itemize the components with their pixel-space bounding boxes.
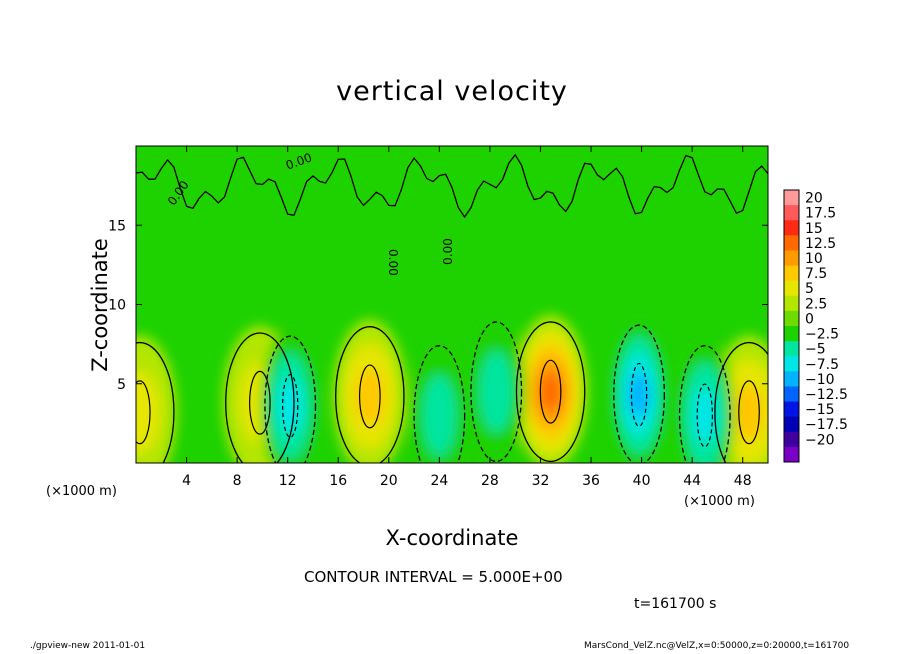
colorbar-swatch-13 (784, 386, 799, 403)
x-tick-label-5: 24 (430, 473, 448, 489)
colorbar-label-15: −17.5 (805, 417, 848, 433)
y-ticks: 5 10 15 (108, 218, 768, 393)
contour-inner-3 (249, 370, 271, 435)
colorbar-swatch-3 (784, 235, 799, 251)
x-tick-label-8: 36 (582, 473, 600, 489)
colorbar-label-11: −7.5 (805, 357, 839, 373)
field-blob-7-3 (692, 387, 718, 444)
colorbar-swatch-4 (784, 250, 799, 267)
contour-3 (225, 332, 295, 463)
colorbar-swatch-7 (784, 295, 799, 312)
x-unit-right: (×1000 m) (684, 494, 755, 509)
contour-inner-1 (539, 359, 562, 424)
x-tick-label-4: 20 (380, 473, 398, 489)
x-unit-left: (×1000 m) (46, 484, 117, 499)
colorbar-swatch-11 (784, 356, 799, 372)
contour-1 (515, 321, 586, 463)
colorbar-label-13: −12.5 (805, 387, 848, 403)
field-blob-0-3 (354, 368, 385, 425)
contour-inner-0 (359, 364, 381, 429)
field-blob-2-3 (734, 383, 764, 441)
footer-right: MarsCond_VelZ.nc@VelZ,x=0:50000,z=0:2000… (584, 641, 850, 651)
x-tick-label-9: 40 (633, 473, 651, 489)
contour-label-2: 0.00 (386, 249, 400, 276)
field-blob-9-2 (479, 351, 513, 433)
colorbar-swatch-17 (784, 446, 799, 463)
x-ticks: 4 8 12 16 20 24 28 32 36 40 44 48 (182, 146, 752, 489)
contour-7 (678, 345, 731, 463)
x-tick-label-10: 44 (683, 473, 701, 489)
colorbar-swatch-14 (784, 401, 799, 418)
contour-0 (335, 326, 405, 463)
x-tick-label-7: 32 (532, 473, 550, 489)
x-tick-label-2: 12 (279, 473, 297, 489)
x-tick-label-6: 28 (481, 473, 499, 489)
colorbar-frame (783, 189, 800, 463)
colorbar-swatch-1 (784, 205, 799, 221)
contour-inner-2 (738, 380, 760, 445)
contour-8 (413, 345, 466, 463)
contour-2 (714, 341, 768, 463)
colorbar-swatch-8 (784, 310, 799, 327)
x-tick-label-3: 16 (329, 473, 347, 489)
field-blob-5-3 (277, 377, 303, 435)
colorbar-label-12: −10 (805, 372, 835, 388)
colorbar-label-0: 20 (805, 191, 823, 207)
colorbar-label-10: −5 (805, 342, 826, 358)
contour-5 (264, 335, 317, 463)
y-tick-label-0: 5 (117, 377, 126, 393)
contour-inner-6 (630, 362, 648, 427)
colorbar-swatch-5 (784, 265, 799, 282)
colorbar-swatch-2 (784, 220, 799, 236)
x-tick-label-0: 4 (182, 473, 191, 489)
colorbar-swatch-6 (784, 280, 799, 297)
contour-label-3: 0.00 (441, 238, 455, 265)
field-blob-8-2 (422, 374, 456, 456)
colorbar-swatch-12 (784, 371, 799, 387)
contour-upper (136, 153, 768, 219)
colorbar: 2017.51512.5107.552.50−2.5−5−7.5−10−12.5… (783, 189, 848, 463)
colorbar-swatch-9 (784, 326, 799, 342)
contour-6 (613, 324, 665, 463)
colorbar-label-1: 17.5 (805, 206, 836, 222)
colorbar-swatch-0 (784, 190, 799, 206)
contour-interval-text: CONTOUR INTERVAL = 5.000E+00 (304, 568, 563, 586)
x-tick-label-1: 8 (233, 473, 242, 489)
field-blob-6-4 (628, 372, 650, 418)
colorbar-label-2: 15 (805, 221, 823, 237)
colorbar-label-16: −20 (805, 432, 835, 448)
footer-left: ./gpview-new 2011-01-01 (30, 641, 146, 651)
field-blob-1-5 (540, 373, 562, 411)
y-tick-label-2: 15 (108, 218, 126, 234)
plot-area: 0.000.000.00 0.00 (135, 145, 769, 464)
contour-inner-4 (136, 380, 151, 445)
x-tick-label-11: 48 (734, 473, 752, 489)
colorbar-label-9: −2.5 (805, 327, 839, 343)
colorbar-label-3: 12.5 (805, 236, 836, 252)
colorbar-label-6: 5 (805, 281, 814, 297)
contour-inner-7 (696, 383, 713, 448)
colorbar-swatch-16 (784, 431, 799, 448)
contour-inner-5 (282, 373, 299, 438)
time-label: t=161700 s (634, 596, 717, 612)
contour-9 (470, 321, 523, 463)
colorbar-label-14: −15 (805, 402, 835, 418)
y-tick-label-1: 10 (108, 298, 126, 314)
field-blob-4-2 (136, 371, 161, 453)
colorbar-swatch-15 (784, 416, 799, 433)
contour-4 (136, 341, 175, 463)
colorbar-label-5: 7.5 (805, 266, 827, 282)
colorbar-swatch-10 (784, 341, 799, 357)
chart-title: vertical velocity (336, 76, 568, 107)
colorbar-label-8: 0 (805, 311, 814, 327)
colorbar-label-7: 2.5 (805, 296, 827, 312)
colorbar-label-4: 10 (805, 251, 823, 267)
x-axis-label: X-coordinate (385, 526, 519, 550)
